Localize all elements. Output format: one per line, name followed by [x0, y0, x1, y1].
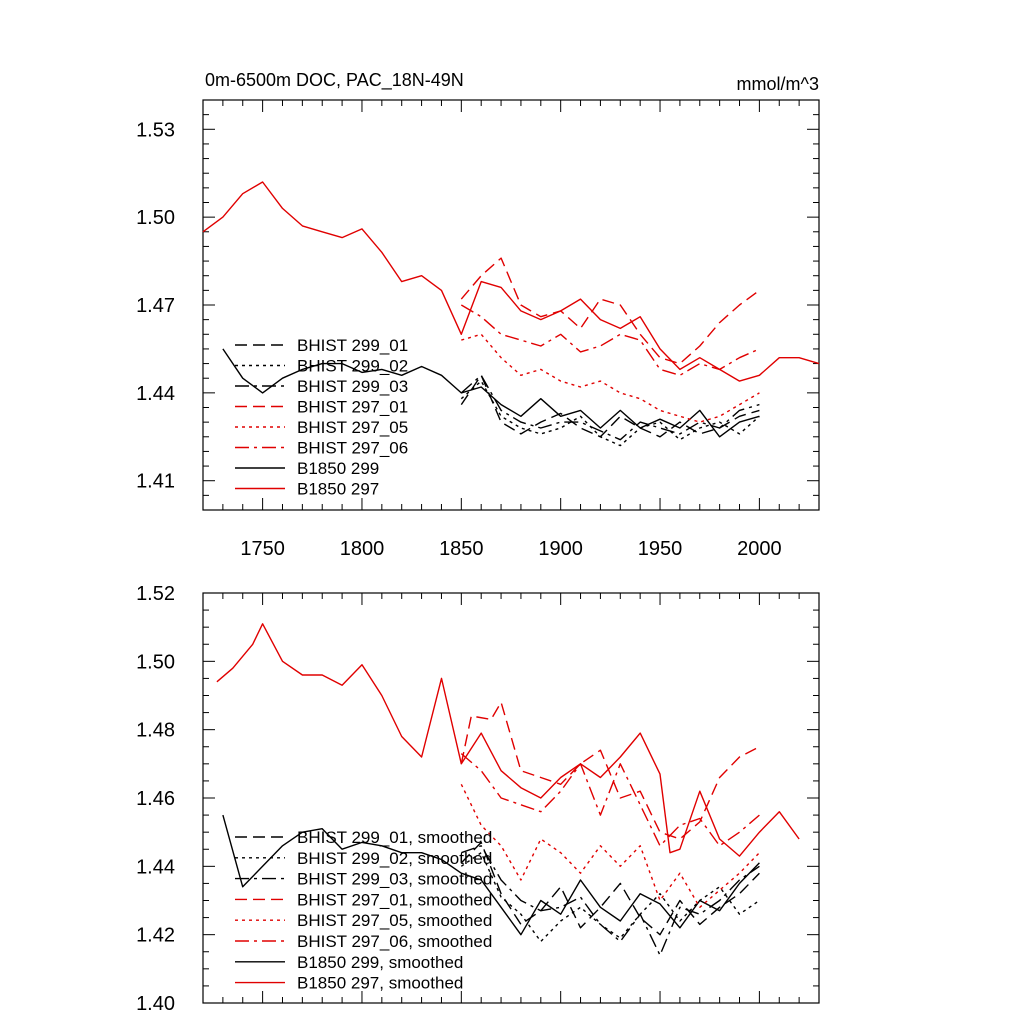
x-tick-label: 2000 [737, 538, 782, 560]
series-line-6 [460, 783, 760, 908]
legend-label: BHIST 297_06 [297, 439, 408, 458]
y-tick-label: 1.40 [136, 993, 175, 1015]
series-line-2 [460, 841, 760, 936]
series-line-1 [222, 348, 760, 438]
y-tick-label: 1.50 [136, 651, 175, 673]
x-tick-label: 1850 [439, 538, 484, 560]
series-line-0 [202, 181, 820, 382]
bottom-lines [216, 623, 800, 956]
legend-label: BHIST 299_02 [297, 357, 408, 376]
y-tick-label: 1.52 [136, 583, 175, 605]
top-lines [202, 181, 820, 447]
legend-label: BHIST 299_01, smoothed [297, 828, 492, 847]
y-tick-label: 1.42 [136, 925, 175, 947]
x-tick-label: 1800 [340, 538, 385, 560]
series-line-2 [460, 374, 760, 438]
y-tick-label: 1.44 [136, 383, 175, 405]
y-tick-label: 1.41 [136, 471, 175, 493]
legend-label: BHIST 299_03, smoothed [297, 870, 492, 889]
top-panel: 0m-6500m DOC, PAC_18N-49N mmol/m^3 1750 1… [136, 70, 820, 560]
legend-label: BHIST 297_06, smoothed [297, 932, 492, 951]
top-ticks: 1750 1800 1850 1900 1950 2000 1.41 1.44 1.47 1.50… [136, 99, 820, 560]
legend-label: B1850 297 [297, 480, 379, 499]
x-tick-label: 1900 [538, 538, 583, 560]
legend-label: B1850 299 [297, 459, 379, 478]
series-line-7 [460, 304, 760, 376]
top-title: 0m-6500m DOC, PAC_18N-49N [205, 70, 464, 91]
top-plot-frame [202, 99, 820, 511]
legend-label: BHIST 299_02, smoothed [297, 849, 492, 868]
legend-label: BHIST 297_05 [297, 418, 408, 437]
legend-label: BHIST 297_01, smoothed [297, 890, 492, 909]
series-line-4 [460, 374, 760, 441]
y-tick-label: 1.53 [136, 119, 175, 141]
legend-label: BHIST 299_01 [297, 336, 408, 355]
series-line-7 [460, 753, 760, 847]
series-line-5 [460, 257, 760, 365]
x-tick-label: 1950 [638, 538, 683, 560]
series-line-5 [460, 701, 760, 840]
y-tick-label: 1.47 [136, 295, 175, 317]
series-line-3 [460, 852, 760, 943]
series-line-3 [460, 380, 760, 447]
legend-label: B1850 297, smoothed [297, 974, 463, 993]
series-line-6 [461, 333, 760, 423]
bottom-plot-frame [202, 592, 820, 1004]
series-line-4 [461, 845, 760, 956]
legend-label: BHIST 299_03 [297, 377, 408, 396]
top-units: mmol/m^3 [737, 74, 819, 94]
bottom-panel: 1.40 1.42 1.44 1.46 1.48 1.50 1.52 BHIST 299_0… [136, 583, 820, 1015]
x-tick-label: 1750 [240, 538, 285, 560]
y-tick-label: 1.48 [136, 720, 175, 742]
bottom-ticks: 1.40 1.42 1.44 1.46 1.48 1.50 1.52 [136, 583, 820, 1015]
legend-label: B1850 299, smoothed [297, 953, 463, 972]
series-line-0 [216, 623, 800, 857]
series-line-1 [222, 814, 760, 936]
y-tick-label: 1.44 [136, 856, 175, 878]
y-tick-label: 1.46 [136, 788, 175, 810]
legend-label: BHIST 297_01 [297, 398, 408, 417]
y-tick-label: 1.50 [136, 207, 175, 229]
bottom-legend: BHIST 299_01, smoothed BHIST 299_02, smoo… [235, 828, 492, 993]
legend-label: BHIST 297_05, smoothed [297, 911, 492, 930]
